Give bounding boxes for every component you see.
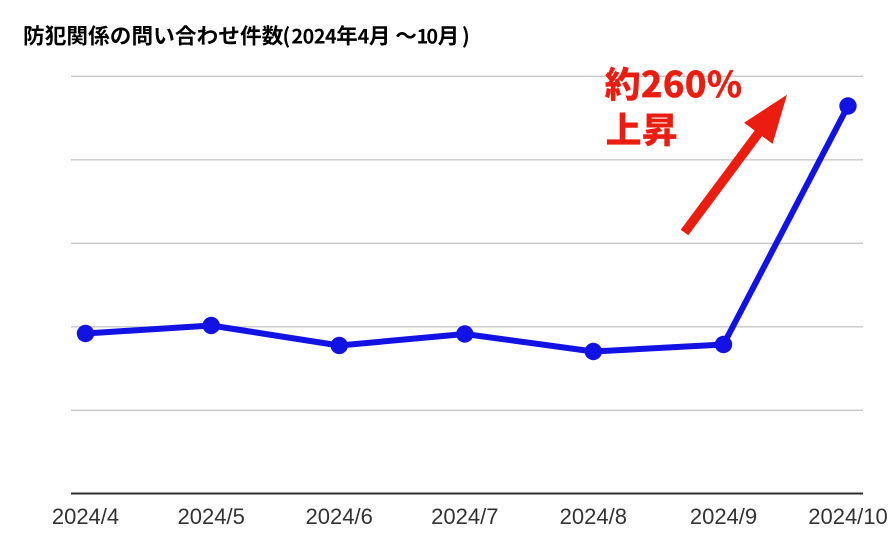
svg-text:2024/7: 2024/7 [431,504,498,529]
svg-text:2024/4: 2024/4 [52,504,119,529]
svg-text:2024/5: 2024/5 [178,504,245,529]
svg-text:2024/10: 2024/10 [808,504,888,529]
svg-text:2024/8: 2024/8 [560,504,627,529]
svg-text:2024/6: 2024/6 [306,504,373,529]
svg-text:2024/9: 2024/9 [690,504,757,529]
